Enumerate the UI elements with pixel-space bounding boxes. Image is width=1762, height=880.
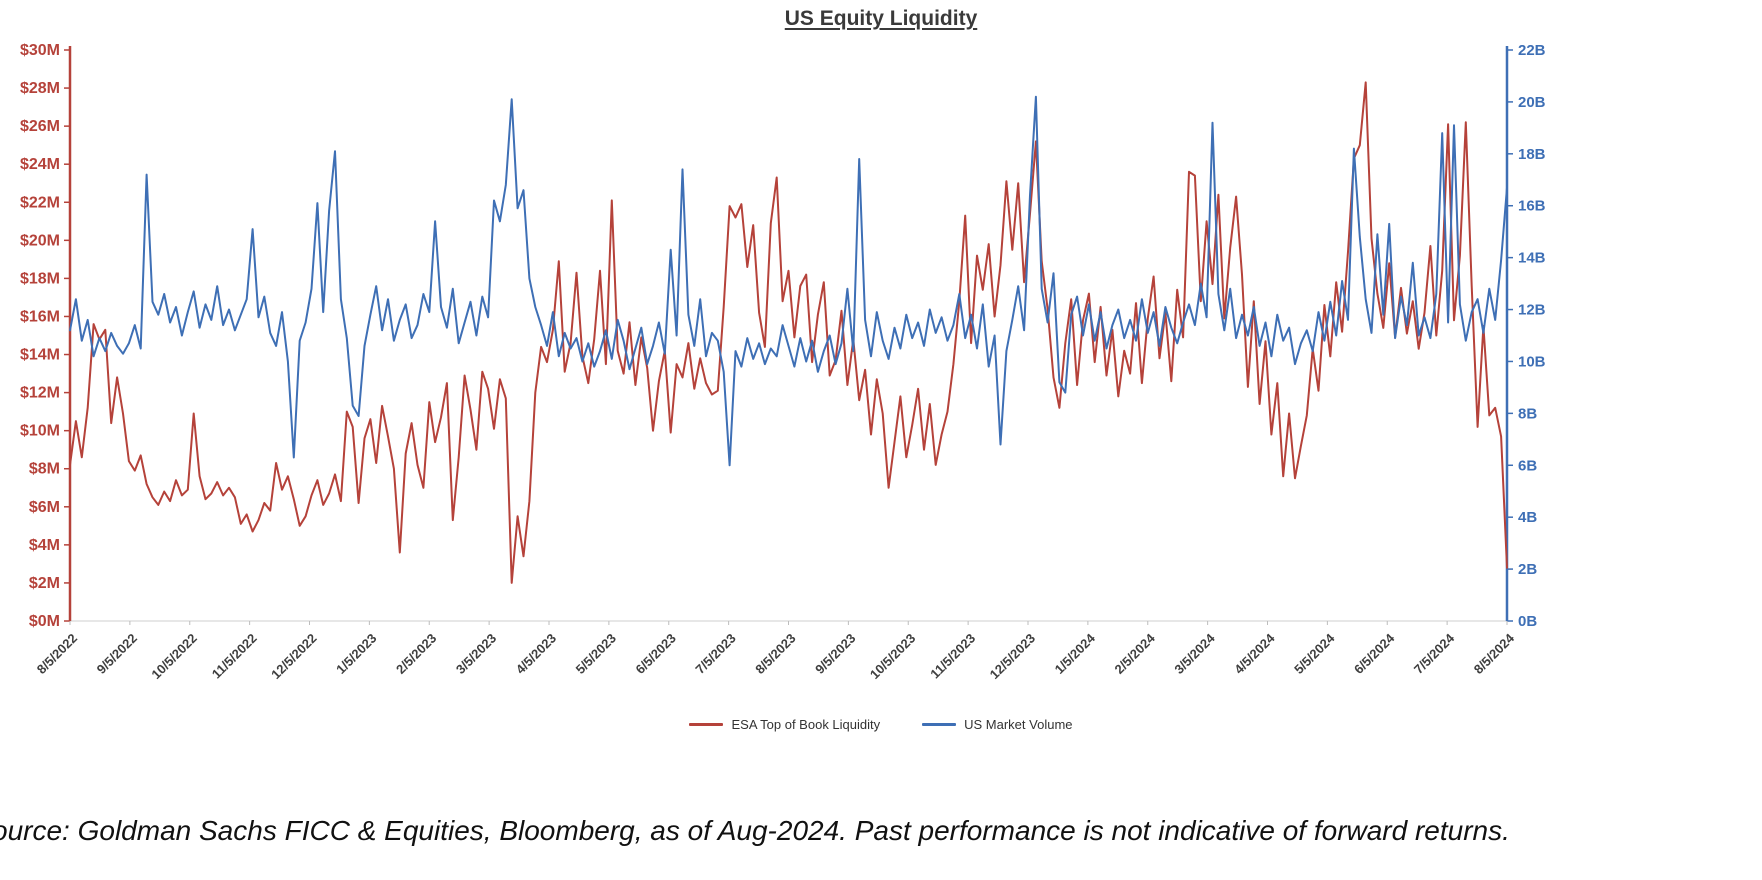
left-axis-tick-label: $8M <box>29 461 60 478</box>
x-axis-tick-label: 5/5/2023 <box>573 631 619 677</box>
x-axis-tick-label: 2/5/2023 <box>393 631 439 677</box>
x-axis-tick-label: 1/5/2024 <box>1052 630 1099 677</box>
left-axis-tick-label: $6M <box>29 499 60 516</box>
x-axis-tick-label: 2/5/2024 <box>1111 630 1158 677</box>
right-axis-tick-label: 18B <box>1518 146 1546 163</box>
x-axis-tick-label: 7/5/2023 <box>692 631 738 677</box>
right-axis-tick-label: 4B <box>1518 509 1537 526</box>
x-axis-tick-label: 6/5/2024 <box>1351 630 1398 677</box>
series-line-esa-liquidity <box>69 81 1508 584</box>
x-axis-tick-label: 5/5/2024 <box>1291 630 1338 677</box>
right-axis-tick-label: 16B <box>1518 198 1546 215</box>
x-axis-tick-label: 3/5/2023 <box>453 631 499 677</box>
chart-title: US Equity Liquidity <box>784 7 978 30</box>
left-axis-tick-label: $18M <box>20 270 60 287</box>
x-axis-tick-label: 1/5/2023 <box>333 631 379 677</box>
left-axis-tick-label: $10M <box>20 423 60 440</box>
left-axis-tick-label: $22M <box>20 194 60 211</box>
x-axis-tick-label: 11/5/2023 <box>927 631 978 682</box>
x-axis-tick-label: 4/5/2024 <box>1231 630 1278 677</box>
x-axis-tick-label: 10/5/2023 <box>867 631 919 683</box>
legend-item-us-market-volume: US Market Volume <box>922 716 1073 732</box>
series-line-us-market-volume <box>69 95 1508 467</box>
x-axis-tick-label: 8/5/2022 <box>34 631 80 677</box>
right-axis-tick-label: 2B <box>1518 561 1537 578</box>
right-axis-tick-label: 10B <box>1518 353 1546 370</box>
left-axis-tick-label: $12M <box>20 385 60 402</box>
right-axis-tick-label: 12B <box>1518 302 1546 319</box>
left-axis-tick-label: $24M <box>20 156 60 173</box>
left-axis-tick-label: $28M <box>20 80 60 97</box>
x-axis-tick-label: 6/5/2023 <box>632 631 678 677</box>
x-axis-tick-label: 4/5/2023 <box>513 631 559 677</box>
right-axis-tick-label: 20B <box>1518 94 1546 111</box>
right-axis-tick-label: 6B <box>1518 457 1537 474</box>
legend-item-esa-liquidity: ESA Top of Book Liquidity <box>689 717 880 732</box>
x-axis-tick-label: 12/5/2023 <box>987 631 1039 683</box>
legend-label-us-market-volume: US Market Volume <box>964 716 1073 732</box>
legend-label-esa-liquidity: ESA Top of Book Liquidity <box>731 716 881 732</box>
x-axis-tick-label: 12/5/2022 <box>268 631 320 683</box>
right-axis-tick-label: 22B <box>1518 42 1546 59</box>
left-axis-tick-label: $0M <box>29 613 60 630</box>
x-axis-tick-label: 9/5/2022 <box>94 631 140 677</box>
left-axis-tick-label: $30M <box>20 42 60 59</box>
legend-line-swatch-blue <box>922 722 957 726</box>
left-axis-tick-label: $26M <box>20 118 60 135</box>
x-axis-tick-label: 10/5/2022 <box>148 631 200 683</box>
x-axis-tick-label: 3/5/2024 <box>1171 630 1218 677</box>
x-axis-tick-label: 8/5/2023 <box>752 631 798 677</box>
left-axis-tick-label: $4M <box>29 537 60 554</box>
right-axis-tick-label: 0B <box>1518 613 1537 630</box>
right-axis-tick-label: 8B <box>1518 405 1537 422</box>
x-axis-tick-label: 9/5/2023 <box>812 631 858 677</box>
x-axis-tick-label: 8/5/2024 <box>1471 630 1518 677</box>
legend-line-swatch-red <box>689 722 724 726</box>
left-axis-tick-label: $16M <box>20 308 60 325</box>
left-axis-tick-label: $20M <box>20 232 60 249</box>
left-axis-tick-label: $2M <box>29 575 60 592</box>
x-axis-tick-label: 7/5/2024 <box>1411 630 1458 677</box>
right-axis-tick-label: 14B <box>1518 250 1546 267</box>
x-axis-tick-label: 11/5/2022 <box>209 631 260 682</box>
source-disclaimer-text: ource: Goldman Sachs FICC & Equities, Bl… <box>0 815 1510 846</box>
left-axis-tick-label: $14M <box>20 347 60 364</box>
liquidity-chart: $0M $2M $4M $6M $8M $10M $12M $14M $16M $18M $20M $… <box>20 42 1546 683</box>
chart-legend: ESA Top of Book Liquidity US Market Volu… <box>0 711 1762 737</box>
